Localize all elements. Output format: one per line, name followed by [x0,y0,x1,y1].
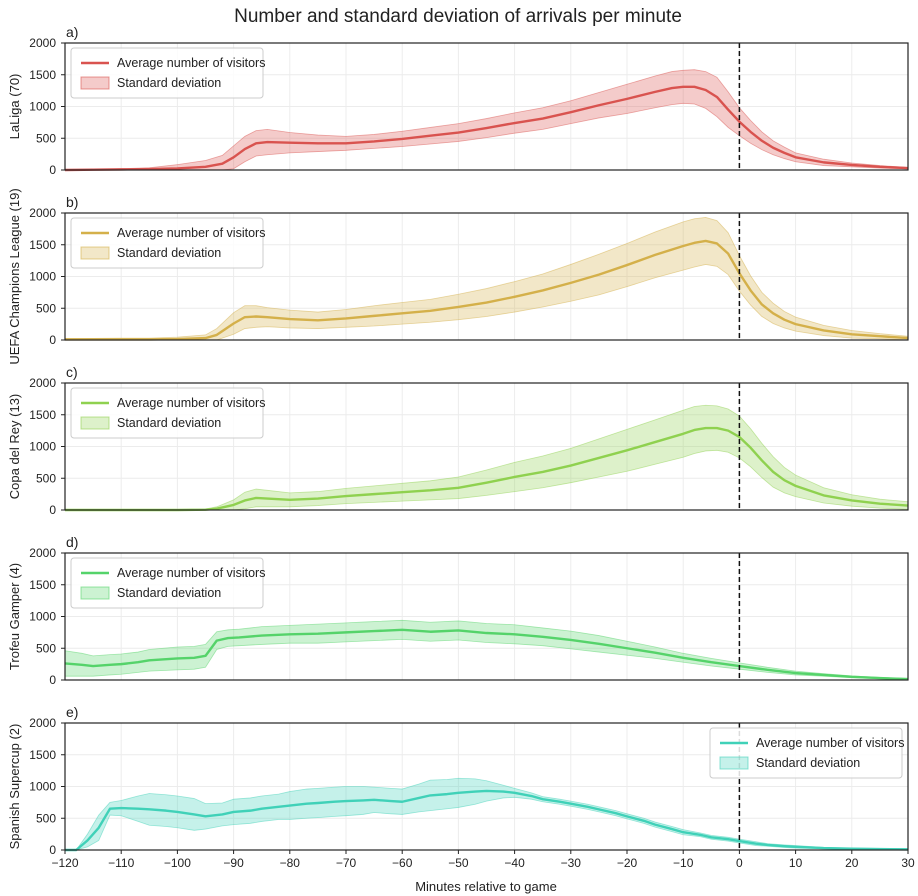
legend-label-mean: Average number of visitors [756,736,904,750]
x-tick-label: −60 [392,856,413,870]
x-tick-label: −70 [336,856,357,870]
legend-box [70,557,264,609]
panel-2: 0 500 1000 1500 2000 UEFA Champions League (1… [7,188,909,365]
y-tick-label: 1000 [29,780,56,794]
y-axis-label: Spanish Supercup (2) [7,724,22,850]
legend-band-swatch [80,76,110,90]
y-tick-label: 1500 [29,68,56,82]
y-tick-label: 1000 [29,100,56,114]
y-tick-label: 500 [36,641,56,655]
y-tick-label: 0 [49,163,56,177]
y-tick-label: 1500 [29,238,56,252]
x-tick-label: −120 [51,856,78,870]
legend-label-mean: Average number of visitors [117,226,265,240]
legend-label-std: Standard deviation [117,76,221,90]
legend-label-mean: Average number of visitors [117,56,265,70]
x-tick-label: 0 [736,856,743,870]
legend-band-swatch [80,246,110,260]
y-tick-label: 1000 [29,440,56,454]
x-tick-label: 30 [901,856,915,870]
x-tick-label: −20 [617,856,638,870]
legend: Average number of visitors Standard devia… [70,387,265,439]
x-axis-label: Minutes relative to game [415,879,557,894]
y-tick-label: 0 [49,843,56,857]
y-tick-label: 1500 [29,408,56,422]
y-tick-label: 1000 [29,610,56,624]
panel-5: 0 500 1000 1500 2000 Spanish Supercup (2) e) Av… [7,704,909,857]
legend-label-std: Standard deviation [117,416,221,430]
x-tick-label: −90 [223,856,244,870]
panel-label: a) [66,24,78,40]
x-tick-label: −50 [448,856,469,870]
panel-label: b) [66,194,78,210]
legend-box [70,47,264,99]
x-tick-label: −110 [108,856,134,870]
x-axis: −120 −110 −100 −90 −80 −70 −60 −50 −40 −30 −20 −10 0… [51,850,915,870]
x-tick-label: 20 [845,856,859,870]
chart-title: Number and standard deviation of arrival… [234,6,682,27]
x-tick-label: −80 [280,856,301,870]
panel-label: e) [66,704,78,720]
x-tick-label: −10 [673,856,694,870]
legend: Average number of visitors Standard devia… [70,557,265,609]
panel-4: 0 500 1000 1500 2000 Trofeu Gamper (4) d) Avera… [7,534,909,687]
legend-label-std: Standard deviation [117,586,221,600]
legend: Average number of visitors Standard devia… [709,727,904,779]
y-tick-label: 2000 [29,376,56,390]
y-tick-label: 2000 [29,36,56,50]
y-tick-label: 1000 [29,270,56,284]
y-tick-label: 2000 [29,206,56,220]
x-tick-label: −40 [504,856,525,870]
y-tick-label: 0 [49,503,56,517]
mean-line [65,789,909,852]
legend-band-swatch [80,416,110,430]
legend-band-swatch [80,586,110,600]
y-tick-label: 2000 [29,716,56,730]
legend-label-mean: Average number of visitors [117,566,265,580]
legend-label-mean: Average number of visitors [117,396,265,410]
legend: Average number of visitors Standard devia… [70,47,265,99]
y-tick-label: 500 [36,131,56,145]
legend-box [70,217,264,269]
panel-1: 0 500 1000 1500 2000 LaLiga (70) a) Average num… [7,24,909,177]
y-axis-label: Copa del Rey (13) [7,394,22,500]
panel-label: d) [66,534,78,550]
y-tick-label: 500 [36,301,56,315]
legend-box [70,387,264,439]
legend-box [709,727,903,779]
y-tick-label: 500 [36,811,56,825]
legend-label-std: Standard deviation [117,246,221,260]
y-tick-label: 2000 [29,546,56,560]
x-tick-label: 10 [789,856,803,870]
y-tick-label: 0 [49,673,56,687]
panel-label: c) [66,364,78,380]
legend-band-swatch [719,756,749,770]
y-axis-label: UEFA Champions League (19) [7,188,22,364]
y-axis-label: Trofeu Gamper (4) [7,563,22,670]
legend: Average number of visitors Standard devia… [70,217,265,269]
mean-line [64,85,909,172]
mean-line [65,426,909,512]
panel-3: 0 500 1000 1500 2000 Copa del Rey (13) c) Avera… [7,364,909,517]
x-tick-label: −100 [164,856,191,870]
y-tick-label: 1500 [29,748,56,762]
y-tick-label: 0 [49,333,56,347]
legend-label-std: Standard deviation [756,756,860,770]
panels: 0 500 1000 1500 2000 LaLiga (70) a) Average num… [7,24,909,857]
y-tick-label: 500 [36,471,56,485]
y-axis-label: LaLiga (70) [7,74,22,140]
mean-line [65,239,909,341]
y-tick-label: 1500 [29,578,56,592]
x-tick-label: −30 [561,856,582,870]
